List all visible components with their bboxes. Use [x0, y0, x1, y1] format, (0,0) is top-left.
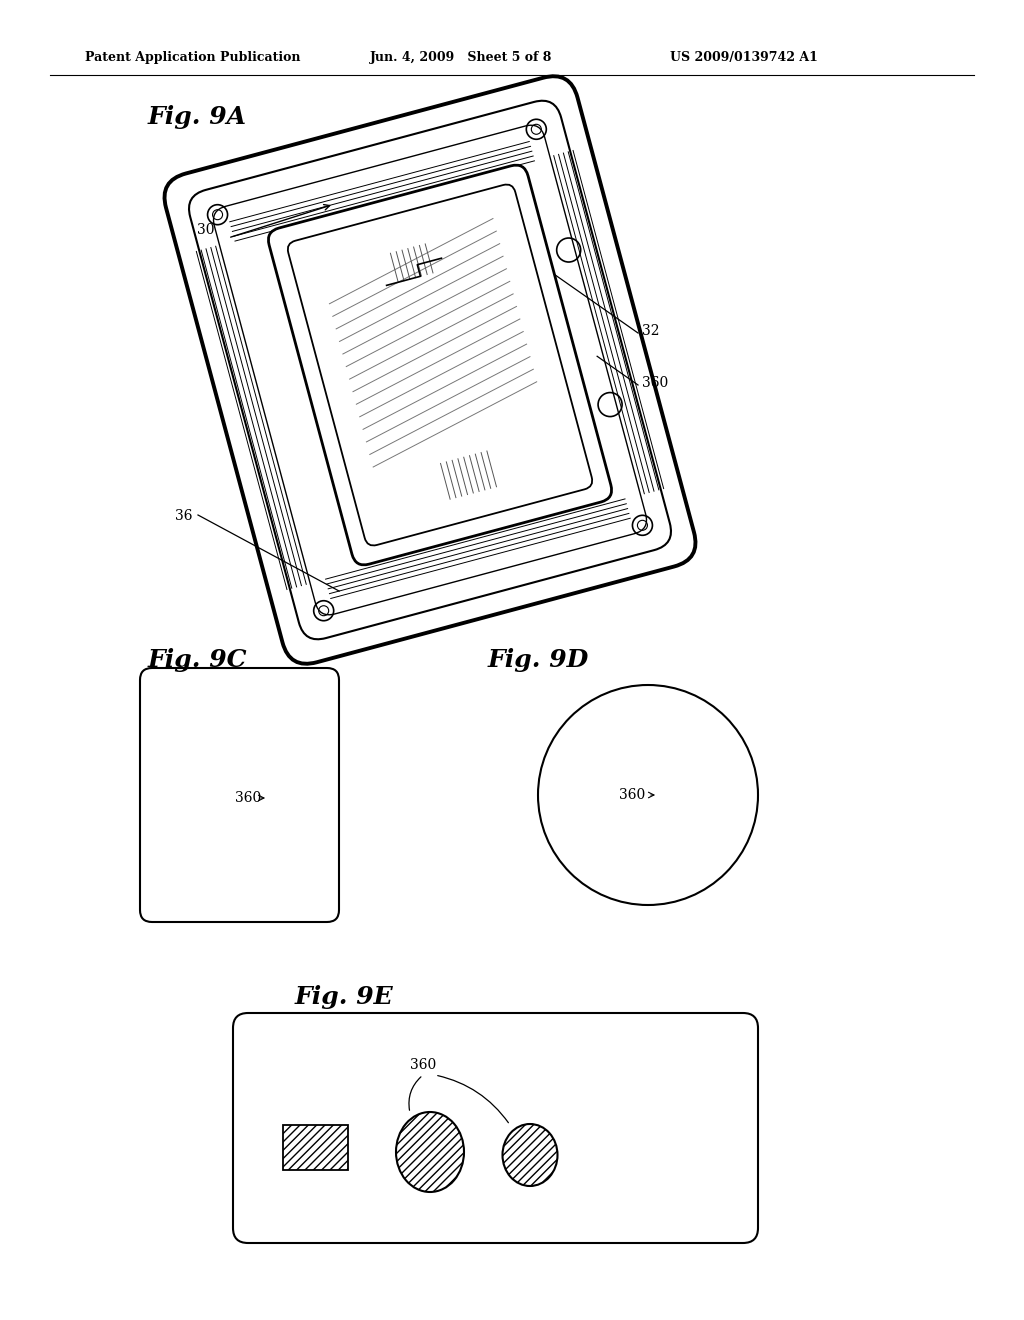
- Text: Fig. 9C: Fig. 9C: [148, 648, 248, 672]
- Bar: [283, 1125, 348, 1170]
- Circle shape: [538, 685, 758, 906]
- Text: Jun. 4, 2009   Sheet 5 of 8: Jun. 4, 2009 Sheet 5 of 8: [370, 50, 552, 63]
- FancyBboxPatch shape: [288, 185, 592, 545]
- FancyBboxPatch shape: [140, 668, 339, 921]
- Text: US 2009/0139742 A1: US 2009/0139742 A1: [670, 50, 818, 63]
- Text: 30: 30: [198, 223, 215, 238]
- FancyBboxPatch shape: [233, 1012, 758, 1243]
- FancyBboxPatch shape: [268, 165, 611, 565]
- Text: 360: 360: [410, 1059, 436, 1072]
- Text: Patent Application Publication: Patent Application Publication: [85, 50, 300, 63]
- Text: Fig. 9E: Fig. 9E: [295, 985, 393, 1008]
- Text: 360: 360: [234, 791, 261, 805]
- Ellipse shape: [503, 1125, 557, 1185]
- Text: Fig. 9D: Fig. 9D: [488, 648, 589, 672]
- Text: Fig. 9A: Fig. 9A: [148, 106, 247, 129]
- Text: 360: 360: [618, 788, 645, 803]
- Ellipse shape: [396, 1111, 464, 1192]
- Text: 32: 32: [642, 323, 659, 338]
- Text: 360: 360: [642, 376, 669, 389]
- Text: 36: 36: [174, 510, 193, 523]
- FancyBboxPatch shape: [165, 77, 695, 664]
